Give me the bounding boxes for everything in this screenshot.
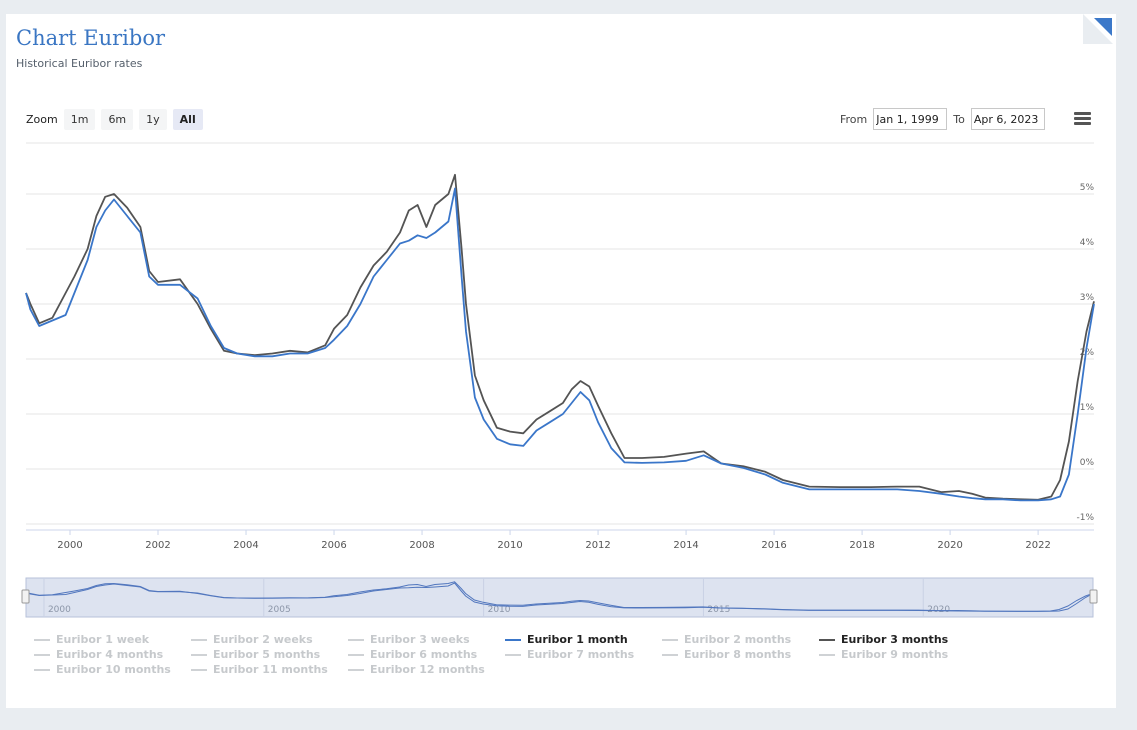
legend-swatch <box>191 653 207 656</box>
legend-swatch <box>348 668 364 671</box>
legend-swatch <box>348 638 364 641</box>
to-date-input[interactable] <box>970 108 1045 130</box>
legend-label: Euribor 5 months <box>213 648 321 661</box>
legend-row: Euribor 4 months Euribor 5 months Euribor … <box>34 647 994 662</box>
legend-item[interactable]: Euribor 2 weeks <box>191 632 348 647</box>
zoom-controls: Zoom 1m 6m 1y All <box>26 108 203 130</box>
legend-swatch <box>662 638 678 641</box>
x-tick-label: 2020 <box>937 540 962 551</box>
navigator-tick-label: 2015 <box>707 605 730 615</box>
zoom-1m-button[interactable]: 1m <box>63 108 96 130</box>
y-tick-label: 0% <box>1080 458 1095 468</box>
legend-item[interactable]: Euribor 1 week <box>34 632 191 647</box>
navigator-tick-label: 2005 <box>268 605 291 615</box>
legend-row: Euribor 1 week Euribor 2 weeks Euribor 3 w… <box>34 632 994 647</box>
legend-item[interactable]: Euribor 10 months <box>34 662 191 677</box>
y-tick-label: -1% <box>1076 513 1094 523</box>
zoom-6m-button[interactable]: 6m <box>101 108 134 130</box>
hamburger-menu-icon[interactable] <box>1074 112 1091 126</box>
legend-swatch <box>505 653 521 656</box>
legend-label: Euribor 1 week <box>56 633 150 646</box>
legend-item[interactable]: Euribor 9 months <box>819 647 976 662</box>
navigator-right-handle[interactable] <box>1089 589 1098 604</box>
legend-item[interactable]: Euribor 3 weeks <box>348 632 505 647</box>
legend-item[interactable]: Euribor 1 month <box>505 632 662 647</box>
x-tick-label: 2000 <box>57 540 82 551</box>
zoom-1y-button[interactable]: 1y <box>139 108 167 130</box>
legend-item[interactable]: Euribor 2 months <box>662 632 819 647</box>
series-line-euribor-1-month <box>25 187 1095 502</box>
legend-label: Euribor 1 month <box>527 633 628 646</box>
legend-label: Euribor 9 months <box>841 648 949 661</box>
legend-label: Euribor 2 weeks <box>213 633 313 646</box>
legend-row: Euribor 10 months Euribor 11 months Euribo… <box>34 662 994 677</box>
y-tick-label: 5% <box>1080 183 1095 193</box>
navigator-series-line <box>25 581 1094 612</box>
legend-label: Euribor 4 months <box>56 648 164 661</box>
legend-label: Euribor 6 months <box>370 648 478 661</box>
legend-label: Euribor 3 weeks <box>370 633 470 646</box>
legend-swatch <box>34 653 50 656</box>
legend-item[interactable]: Euribor 5 months <box>191 647 348 662</box>
x-tick-label: 2012 <box>585 540 610 551</box>
date-range-selector: From To <box>840 108 1045 130</box>
to-label: To <box>953 112 965 126</box>
legend-swatch <box>819 638 835 641</box>
navigator-tick-label: 2020 <box>927 605 950 615</box>
y-tick-label: 3% <box>1080 293 1095 303</box>
series-line-euribor-3-months <box>25 173 1095 501</box>
legend-swatch <box>191 668 207 671</box>
legend-label: Euribor 8 months <box>684 648 792 661</box>
legend-item[interactable]: Euribor 6 months <box>348 647 505 662</box>
legend-label: Euribor 2 months <box>684 633 792 646</box>
y-tick-label: 4% <box>1080 238 1095 248</box>
x-tick-label: 2022 <box>1025 540 1050 551</box>
from-date-input[interactable] <box>873 108 948 130</box>
legend-item[interactable]: Euribor 4 months <box>34 647 191 662</box>
from-label: From <box>840 112 868 126</box>
legend-item[interactable]: Euribor 8 months <box>662 647 819 662</box>
x-tick-label: 2004 <box>233 540 258 551</box>
legend-swatch <box>348 653 364 656</box>
legend-label: Euribor 7 months <box>527 648 635 661</box>
legend-swatch <box>191 638 207 641</box>
x-tick-label: 2010 <box>497 540 522 551</box>
legend-item[interactable]: Euribor 7 months <box>505 647 662 662</box>
y-tick-label: 1% <box>1080 403 1095 413</box>
legend-label: Euribor 3 months <box>841 633 949 646</box>
legend-swatch <box>34 638 50 641</box>
legend-item[interactable]: Euribor 3 months <box>819 632 976 647</box>
chart-subtitle: Historical Euribor rates <box>16 57 143 70</box>
legend-item[interactable]: Euribor 11 months <box>191 662 348 677</box>
legend-label: Euribor 12 months <box>370 663 485 676</box>
legend-swatch <box>662 653 678 656</box>
navigator-left-handle[interactable] <box>21 589 30 604</box>
legend-item[interactable]: Euribor 12 months <box>348 662 505 677</box>
corner-triangle-icon[interactable] <box>1094 18 1112 36</box>
y-tick-label: 2% <box>1080 348 1095 358</box>
chart-legend: Euribor 1 week Euribor 2 weeks Euribor 3 w… <box>34 632 994 677</box>
legend-label: Euribor 11 months <box>213 663 328 676</box>
legend-swatch <box>819 653 835 656</box>
zoom-all-button[interactable]: All <box>172 108 203 130</box>
navigator-tick-label: 2010 <box>488 605 511 615</box>
x-tick-label: 2008 <box>409 540 434 551</box>
x-tick-label: 2014 <box>673 540 698 551</box>
legend-swatch <box>34 668 50 671</box>
navigator-tick-label: 2000 <box>48 605 71 615</box>
x-tick-label: 2002 <box>145 540 170 551</box>
zoom-label: Zoom <box>26 112 58 126</box>
chart-title: Chart Euribor <box>16 26 165 50</box>
x-tick-label: 2006 <box>321 540 346 551</box>
x-tick-label: 2018 <box>849 540 874 551</box>
x-tick-label: 2016 <box>761 540 786 551</box>
legend-label: Euribor 10 months <box>56 663 171 676</box>
legend-swatch <box>505 638 521 641</box>
